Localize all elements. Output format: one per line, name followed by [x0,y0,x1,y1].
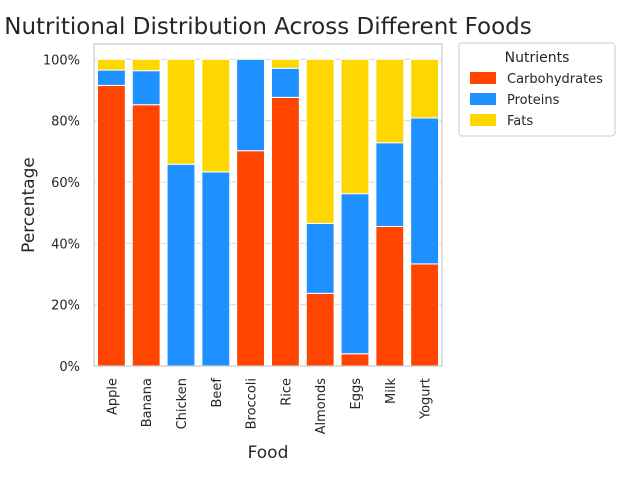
x-tick-label: Milk [384,378,399,404]
bar-segment-fats [201,58,231,173]
x-tick-label: Yogurt [419,378,434,420]
x-tick-label: Apple [105,378,120,415]
x-tick-label: Broccoli [245,378,260,429]
bar-segment-fats [166,58,196,165]
y-axis-label: Percentage [19,157,39,253]
x-axis-label: Food [248,443,289,463]
y-tick-labels: 0% 20% 40% 60% 80% 100% [43,53,80,375]
x-tick-label: Almonds [314,378,329,435]
plot-frame [93,43,443,367]
x-tick-label: Banana [140,378,155,427]
bar-segment-fats [305,58,335,224]
x-tick-label: Eggs [349,378,364,410]
legend-label-fats: Fats [507,114,533,129]
bar-segment-proteins [305,222,335,294]
bars [96,58,440,367]
bar-segment-proteins [270,67,300,98]
x-tick-label: Rice [279,378,294,406]
legend-frame [458,42,616,137]
bar-segment-fats [340,58,370,195]
bar-segment-proteins [131,70,161,106]
bar-segment-fats [410,58,440,119]
x-tick-label: Chicken [175,378,190,429]
bar-segment-carbohydrates [375,225,405,367]
chart-title: Nutritional Distribution Across Differen… [4,14,532,40]
legend-items: Carbohydrates Proteins Fats [470,72,603,129]
bar-segment-carbohydrates [410,263,440,367]
y-tick-label: 20% [51,299,80,314]
bar-segment-proteins [96,69,126,86]
legend-title: Nutrients [505,50,570,66]
legend: Nutrients Carbohydrates Proteins Fats [458,42,616,137]
legend-swatch-fats [470,114,496,126]
legend-swatch-carbohydrates [470,72,496,84]
y-tick-label: 40% [51,237,80,252]
bar-segment-proteins [236,58,266,152]
bar-segment-proteins [375,142,405,227]
bar-segment-fats [375,58,405,144]
y-tick-label: 0% [59,360,80,375]
y-tick-label: 100% [43,53,80,68]
bar-segment-carbohydrates [305,292,335,367]
bar-segment-proteins [340,193,370,355]
legend-swatch-proteins [470,93,496,105]
y-tick-label: 60% [51,176,80,191]
bar-segment-proteins [166,163,196,367]
bar-segment-proteins [201,171,231,367]
bar-segment-fats [131,58,161,72]
legend-label-proteins: Proteins [507,93,560,108]
x-tick-labels: Apple Banana Chicken Beef Broccoli Rice Almond… [105,378,433,435]
bar-segment-carbohydrates [236,150,266,367]
x-tick-label: Beef [210,378,225,408]
bar-segment-carbohydrates [340,353,370,367]
y-tick-label: 80% [51,115,80,130]
bar-segment-carbohydrates [131,104,161,367]
bar-segment-fats [270,58,300,69]
bar-segment-proteins [410,117,440,265]
bar-segment-carbohydrates [96,84,126,367]
bar-segment-fats [96,58,126,71]
bar-segment-carbohydrates [270,96,300,367]
legend-label-carbohydrates: Carbohydrates [507,72,603,87]
